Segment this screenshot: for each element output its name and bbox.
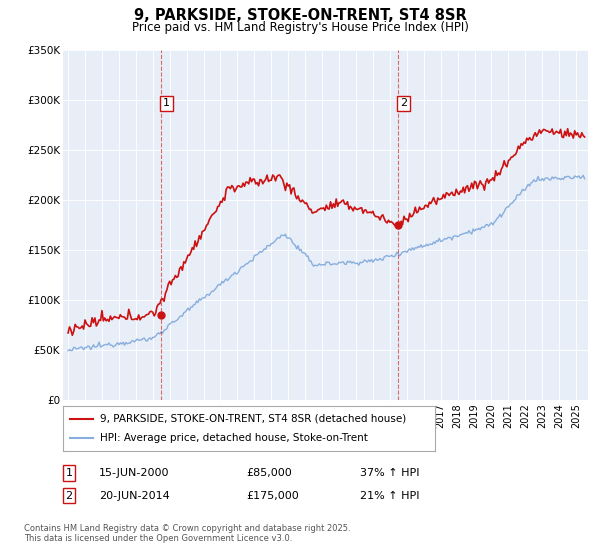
Text: £175,000: £175,000 — [246, 491, 299, 501]
Text: 9, PARKSIDE, STOKE-ON-TRENT, ST4 8SR: 9, PARKSIDE, STOKE-ON-TRENT, ST4 8SR — [134, 8, 466, 24]
Text: 2: 2 — [400, 99, 407, 109]
Text: 21% ↑ HPI: 21% ↑ HPI — [360, 491, 419, 501]
Text: HPI: Average price, detached house, Stoke-on-Trent: HPI: Average price, detached house, Stok… — [100, 433, 368, 444]
Text: 20-JUN-2014: 20-JUN-2014 — [99, 491, 170, 501]
Text: 9, PARKSIDE, STOKE-ON-TRENT, ST4 8SR (detached house): 9, PARKSIDE, STOKE-ON-TRENT, ST4 8SR (de… — [100, 413, 406, 423]
Text: 1: 1 — [163, 99, 170, 109]
Text: Contains HM Land Registry data © Crown copyright and database right 2025.
This d: Contains HM Land Registry data © Crown c… — [24, 524, 350, 543]
Text: 15-JUN-2000: 15-JUN-2000 — [99, 468, 170, 478]
Text: 1: 1 — [65, 468, 73, 478]
Text: £85,000: £85,000 — [246, 468, 292, 478]
Text: Price paid vs. HM Land Registry's House Price Index (HPI): Price paid vs. HM Land Registry's House … — [131, 21, 469, 34]
Text: 2: 2 — [65, 491, 73, 501]
Text: 37% ↑ HPI: 37% ↑ HPI — [360, 468, 419, 478]
